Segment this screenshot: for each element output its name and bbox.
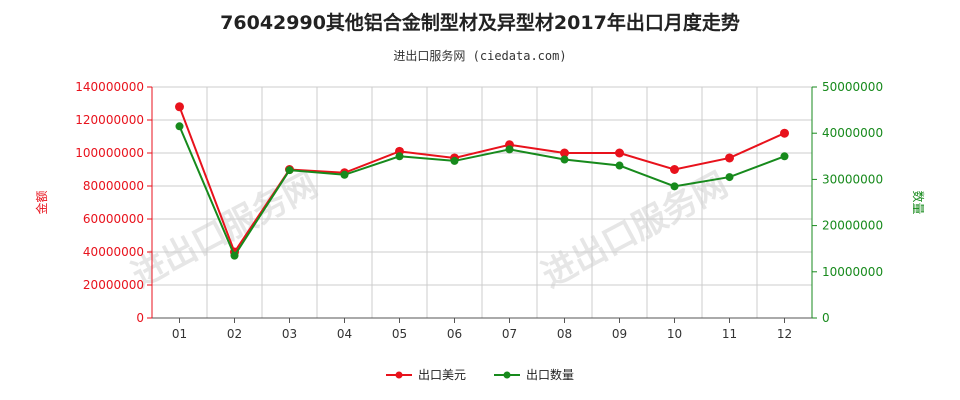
x-tick-label: 08 [557,327,572,341]
legend-marker-series1 [385,371,412,378]
data-point-series2 [725,173,734,182]
data-point-series2 [340,170,349,179]
data-point-series1 [560,148,569,158]
data-point-series2 [175,122,184,131]
data-point-series2 [615,161,624,170]
x-tick-label: 12 [777,327,792,341]
data-point-series2 [285,166,294,175]
watermark-text: 进出口服务网 [535,165,734,296]
chart-subtitle: 进出口服务网 (ciedata.com) [393,49,567,63]
y-right-tick-label: 20000000 [822,219,883,233]
series-line-2 [178,125,785,258]
y-right-tick-label: 30000000 [822,172,883,186]
y-left-tick-label: 140000000 [75,80,144,94]
x-tick-label: 07 [502,327,517,341]
y-right-tick-label: 40000000 [822,126,883,140]
x-tick-label: 06 [447,327,462,341]
data-point-series2 [780,152,789,161]
data-point-series2 [505,145,514,154]
legend-item-series1[interactable]: 出口美元 [385,366,466,383]
legend-label-series2: 出口数量 [526,368,575,382]
x-tick-label: 09 [612,327,627,341]
data-point-series1 [615,148,624,158]
data-point-series1 [670,165,679,174]
y-left-tick-label: 60000000 [83,212,144,226]
data-point-series2 [670,182,679,191]
y-left-axis-title: 金额 [34,190,49,214]
data-point-series2 [230,251,239,260]
y-left-tick-label: 0 [136,311,144,325]
data-point-series2 [450,156,459,165]
y-left-tick-label: 80000000 [83,179,144,193]
y-right-axis-title: 数量 [911,190,926,214]
x-tick-label: 11 [722,327,737,341]
x-tick-label: 10 [667,327,682,341]
y-left-tick-label: 100000000 [75,146,144,160]
y-right-tick-label: 10000000 [822,265,883,279]
x-tick-label: 01 [172,327,187,341]
watermark-text: 进出口服务网 [125,165,324,296]
y-left-tick-label: 40000000 [83,245,144,259]
legend-label-series1: 出口美元 [417,368,466,382]
data-point-series2 [560,155,569,164]
y-right-tick-label: 50000000 [822,80,883,94]
legend-item-series2[interactable]: 出口数量 [494,366,574,383]
legend-marker-series2 [494,371,520,378]
data-point-series1 [725,153,734,163]
y-left-tick-label: 20000000 [83,278,144,292]
x-tick-label: 02 [227,327,242,341]
y-left-tick-label: 120000000 [75,113,144,127]
x-tick-label: 04 [337,327,352,341]
data-point-series1 [780,128,789,138]
y-right-tick-label: 0 [822,311,830,325]
chart-title: 76042990其他铝合金制型材及异型材2017年出口月度走势 [220,12,740,34]
x-tick-label: 03 [282,327,297,341]
data-point-series2 [395,152,404,161]
data-point-series1 [175,102,184,112]
x-tick-label: 05 [392,327,407,341]
legend: 出口美元 出口数量 [0,366,960,383]
